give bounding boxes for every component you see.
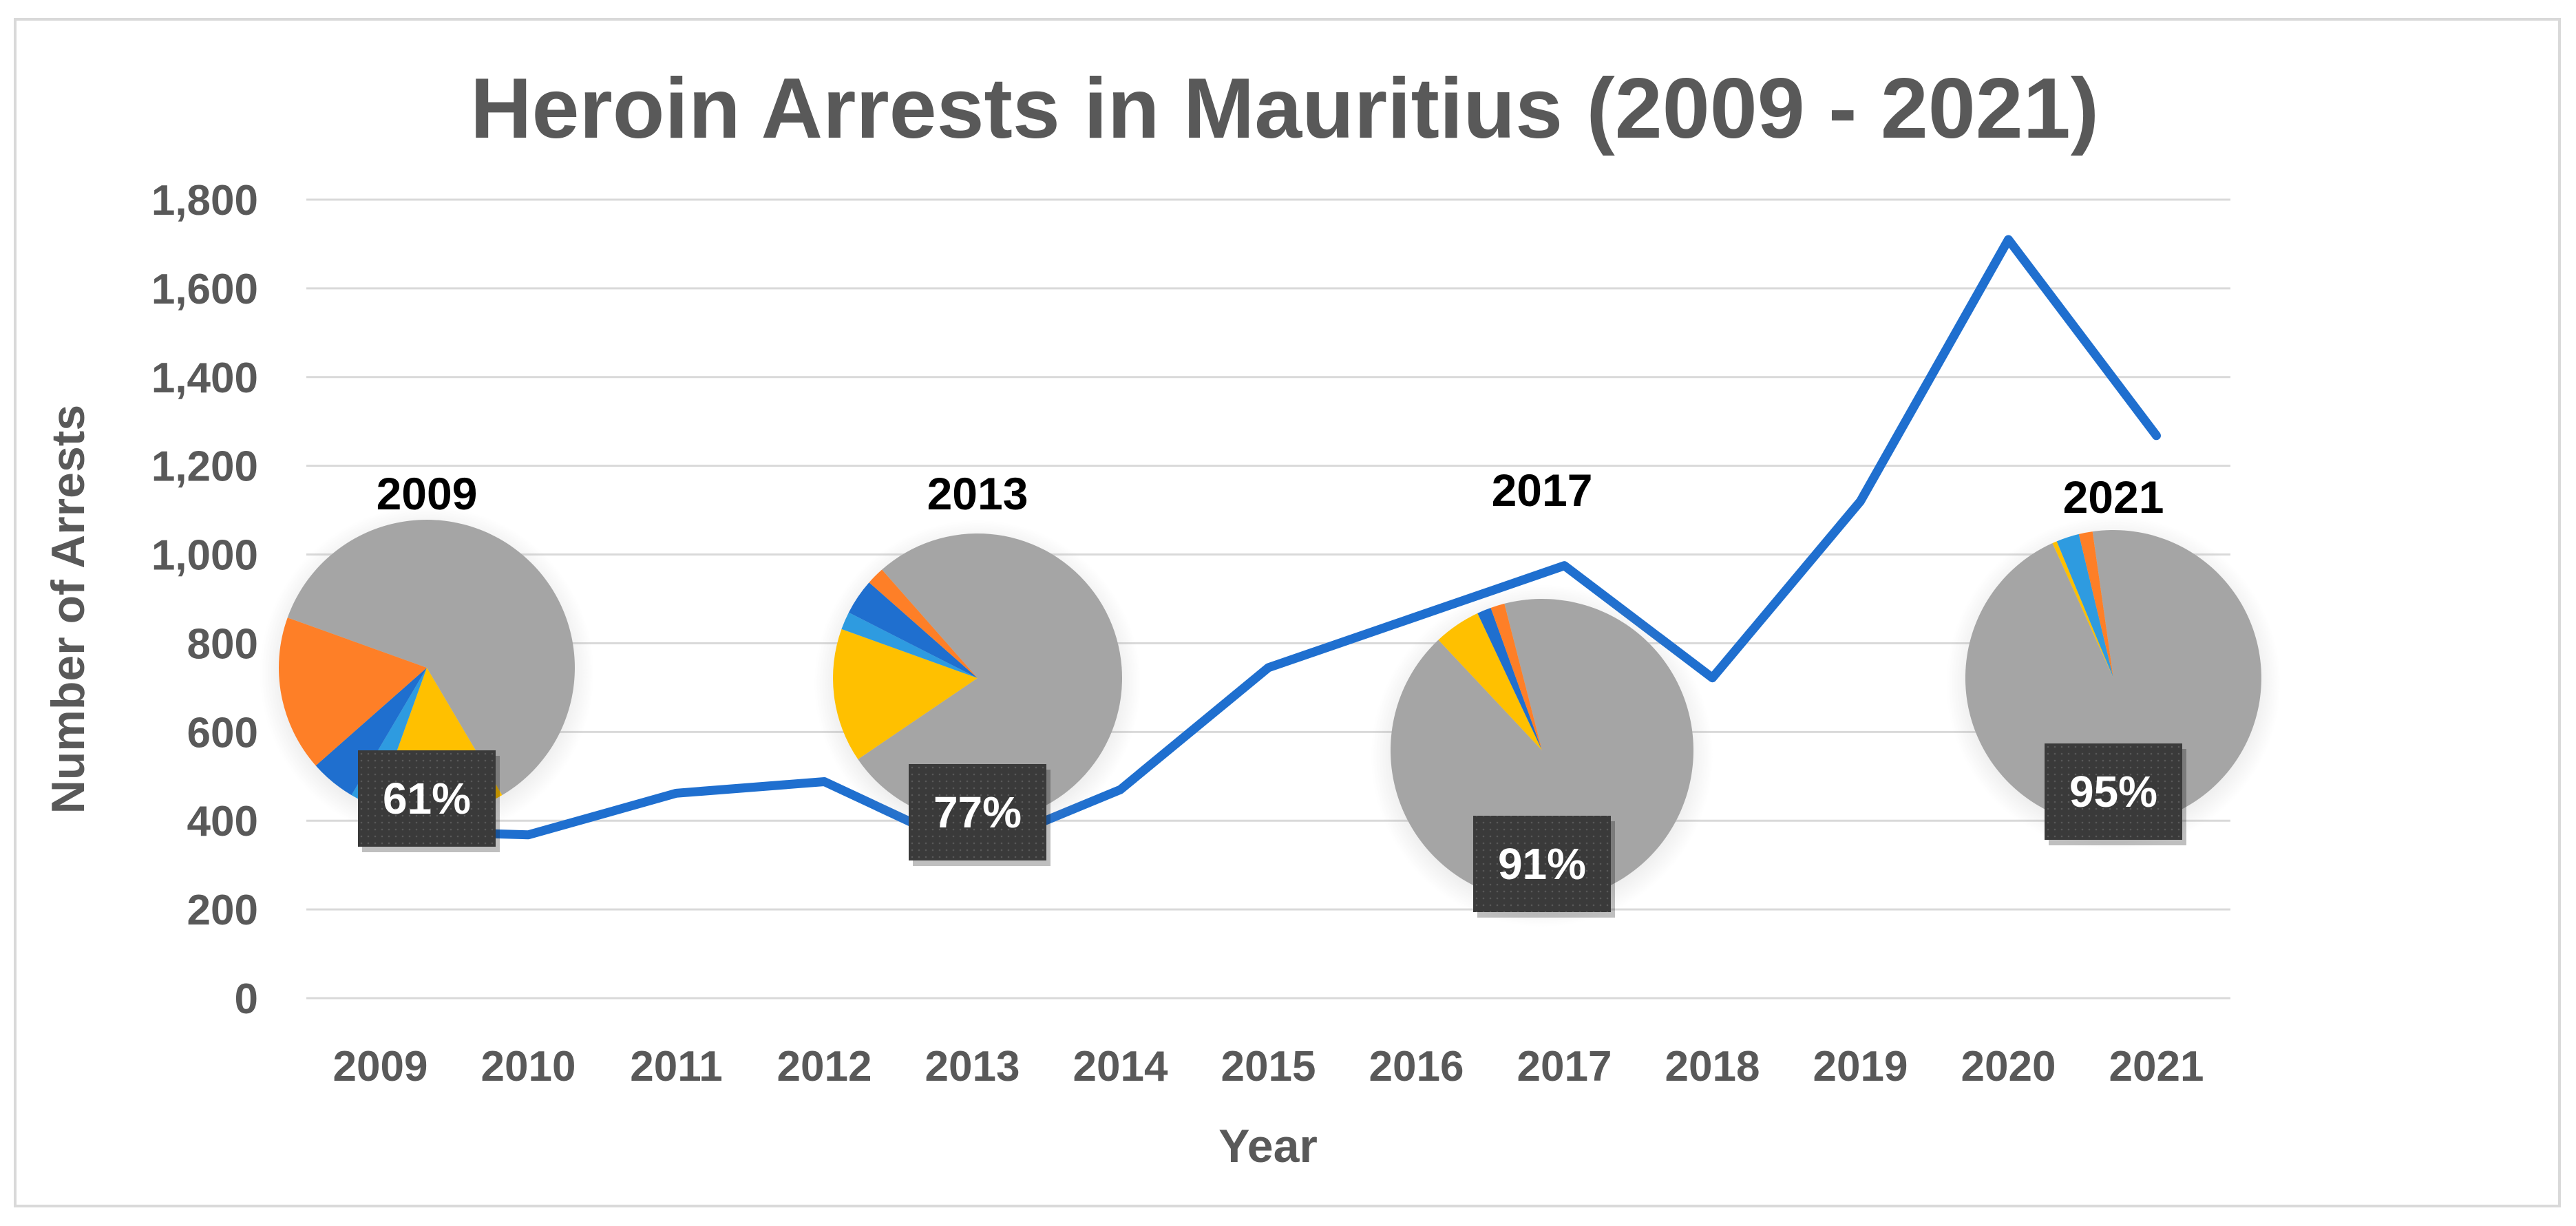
y-tick-label: 600 <box>187 709 258 757</box>
pie-percent-label: 95% <box>2069 767 2157 816</box>
x-tick-label: 2011 <box>630 1043 723 1090</box>
data-point <box>527 833 530 836</box>
x-axis-title: Year <box>1218 1120 1318 1172</box>
pie-year-label: 2017 <box>1492 465 1593 516</box>
pie-percent-label: 61% <box>383 774 471 823</box>
pie-percent-label: 77% <box>933 788 1022 837</box>
data-point <box>2155 434 2158 437</box>
x-tick-label: 2017 <box>1517 1043 1612 1090</box>
y-tick-label: 800 <box>187 620 258 668</box>
data-point <box>823 780 826 783</box>
chart-title: Heroin Arrests in Mauritius (2009 - 2021… <box>470 61 2099 156</box>
y-tick-label: 400 <box>187 798 258 845</box>
pie-slice <box>1477 608 1542 750</box>
pie-slice <box>2052 541 2113 678</box>
pie-percent-label: 91% <box>1498 839 1586 889</box>
pie-slice <box>1965 529 2261 826</box>
pie-year-label: 2013 <box>927 468 1028 519</box>
y-axis-title: Number of Arrests <box>42 405 94 814</box>
x-tick-label: 2020 <box>1961 1043 2056 1090</box>
data-point <box>1859 500 1862 503</box>
x-tick-label: 2018 <box>1665 1043 1760 1090</box>
pie-percent-box <box>358 750 496 847</box>
data-point <box>2007 238 2010 241</box>
pie-percent-box <box>909 764 1046 860</box>
pie-slice <box>869 569 978 678</box>
y-tick-label: 1,200 <box>151 443 258 491</box>
pie-slice <box>858 533 1123 823</box>
pie-slice <box>278 617 427 766</box>
pie-slice <box>1438 613 1542 750</box>
pie-slice <box>1490 603 1542 750</box>
pie-slice <box>2056 533 2113 678</box>
y-tick-label: 1,000 <box>151 532 258 580</box>
pie-insets: 2009 61% 2013 77% 2017 91% 2021 95% <box>260 465 2281 927</box>
data-point <box>1563 564 1566 567</box>
pie-slice <box>1390 598 1693 902</box>
y-tick-label: 200 <box>187 887 258 934</box>
pie-slice <box>315 668 427 796</box>
pie-slice <box>848 582 978 678</box>
x-tick-label: 2015 <box>1221 1043 1316 1090</box>
y-tick-label: 0 <box>235 975 258 1023</box>
data-point <box>1267 666 1270 669</box>
pie-inset: 2009 61% <box>260 468 594 852</box>
x-tick-label: 2014 <box>1073 1043 1168 1090</box>
x-axis-tick-labels: 2009 2010 2011 2012 2013 2014 2015 2016 2017 2018… <box>333 1043 2204 1090</box>
pie-year-label: 2021 <box>2063 472 2164 522</box>
pie-year-label: 2009 <box>377 468 478 519</box>
pie-inset: 2013 77% <box>814 468 1141 866</box>
pie-slice <box>833 628 978 759</box>
pie-inset: 2021 95% <box>1946 472 2281 851</box>
x-tick-label: 2010 <box>481 1043 576 1090</box>
y-tick-label: 1,600 <box>151 266 258 313</box>
x-tick-label: 2019 <box>1813 1043 1908 1090</box>
data-point <box>675 792 678 795</box>
pie-slice <box>841 612 978 678</box>
x-tick-label: 2016 <box>1369 1043 1464 1090</box>
y-tick-label: 1,800 <box>151 177 258 224</box>
x-tick-label: 2021 <box>2109 1043 2204 1090</box>
pie-slice <box>287 520 575 796</box>
gridlines <box>306 198 2230 1000</box>
x-tick-label: 2013 <box>925 1043 1020 1090</box>
pie-inset: 2017 91% <box>1371 465 1713 927</box>
data-point <box>1415 615 1418 618</box>
pie-percent-box <box>2045 743 2182 840</box>
x-tick-label: 2012 <box>777 1043 872 1090</box>
x-tick-label: 2009 <box>333 1043 428 1090</box>
y-axis-tick-labels: 0 200 400 600 800 1,000 1,200 1,400 1,600 1,800 <box>151 177 258 1023</box>
data-point <box>1119 788 1122 792</box>
pie-slice <box>2078 531 2113 678</box>
data-point <box>1711 676 1714 679</box>
y-tick-label: 1,400 <box>151 355 258 402</box>
pie-percent-box <box>1473 816 1611 912</box>
